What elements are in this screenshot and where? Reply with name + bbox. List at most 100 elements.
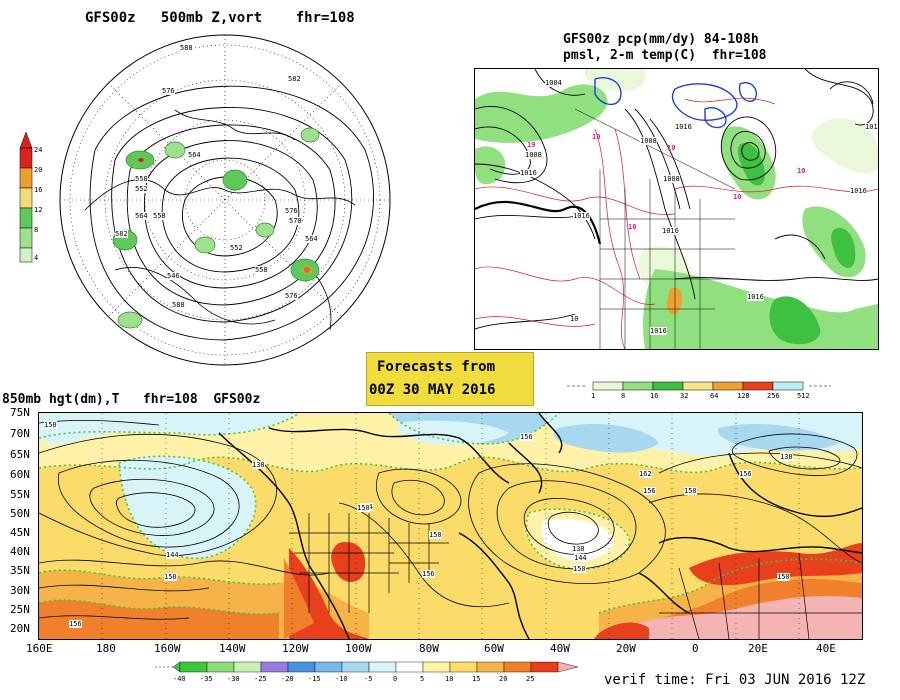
hgt-contour-label: 156 bbox=[739, 470, 752, 478]
precip-cb-label: 8 bbox=[621, 392, 626, 400]
lon-label: 160W bbox=[154, 642, 181, 655]
forecast-info-box: Forecasts from 00Z 30 MAY 2016 bbox=[366, 352, 534, 406]
hgt-contour-label: 150 bbox=[777, 573, 790, 581]
temp-cb-label: -5 bbox=[364, 675, 373, 683]
hgt-contour-label: 156 bbox=[69, 620, 82, 628]
temp-cb-label: -10 bbox=[335, 675, 348, 683]
verif-time: verif time: Fri 03 JUN 2016 12Z bbox=[604, 672, 866, 688]
precip-title-line2: pmsl, 2-m temp(C) fhr=108 bbox=[563, 48, 767, 63]
hgt850-map-graphic bbox=[39, 413, 862, 639]
precip-isobar-label: 1016 bbox=[675, 123, 692, 131]
lon-label: 160E bbox=[26, 642, 53, 655]
precip-colorbar: 1 8 16 32 64 128 256 512 bbox=[565, 380, 835, 402]
hgt-contour-label: 138 bbox=[572, 545, 585, 553]
temp-cb-label: -40 bbox=[173, 675, 186, 683]
hgt-contour-label: 156 bbox=[643, 487, 656, 495]
precip-temp-label: 10 bbox=[733, 193, 742, 201]
polar-cb-label-12: 12 bbox=[34, 206, 43, 214]
precip-isobar-label: 1016 bbox=[865, 123, 878, 131]
temp-cb-label: 5 bbox=[420, 675, 425, 683]
precip-temp-label: 10 bbox=[592, 133, 601, 141]
lon-label: 140W bbox=[219, 642, 246, 655]
precip-temp-label: 10 bbox=[797, 167, 806, 175]
forecast-box-line2: 00Z 30 MAY 2016 bbox=[369, 382, 496, 398]
lon-label: 20W bbox=[616, 642, 636, 655]
lat-label: 55N bbox=[10, 488, 30, 501]
hgt-contour-label: 156 bbox=[422, 570, 435, 578]
precip-isobar-label: 1008 bbox=[640, 137, 657, 145]
hgt-contour-label: 150 bbox=[573, 565, 586, 573]
precip-cb-label: 64 bbox=[710, 392, 719, 400]
temp-cb-label: -15 bbox=[308, 675, 321, 683]
temp-cb-label: 0 bbox=[393, 675, 398, 683]
polar-contour-label: 564 bbox=[305, 235, 318, 243]
polar-contour-label: 576 bbox=[162, 87, 175, 95]
precip-cb-label: 128 bbox=[737, 392, 750, 400]
lat-label: 40N bbox=[10, 545, 30, 558]
temp-cb-label: 15 bbox=[472, 675, 481, 683]
lon-label: 20E bbox=[748, 642, 768, 655]
polar-contour-label: 570 bbox=[289, 217, 302, 225]
precip-map: 1004 1016 1008 1016 1008 1016 1008 1016 … bbox=[474, 68, 879, 350]
precip-temp-label: 19 bbox=[527, 141, 536, 149]
hgt-contour-label: 150 bbox=[357, 504, 370, 512]
lat-label: 65N bbox=[10, 448, 30, 461]
temp-cb-label: 10 bbox=[445, 675, 454, 683]
hgt-contour-label: 150 bbox=[429, 531, 442, 539]
lon-label: 100W bbox=[345, 642, 372, 655]
temp-cb-label: -20 bbox=[281, 675, 294, 683]
polar-cb-label-16: 16 bbox=[34, 186, 43, 194]
precip-colorbar-graphic bbox=[567, 381, 831, 391]
lat-label: 45N bbox=[10, 526, 30, 539]
precip-isobar-label: 1008 bbox=[525, 151, 542, 159]
hgt850-map: 150 138 144 150 156 144 150 156 162 156 … bbox=[38, 412, 863, 640]
lon-label: 0 bbox=[692, 642, 699, 655]
polar-map-graphic bbox=[59, 34, 391, 366]
precip-temp-label: 10 bbox=[570, 315, 579, 323]
polar-contour-label: 564 bbox=[188, 151, 201, 159]
temp-colorbar-graphic bbox=[155, 661, 579, 673]
lon-label: 40W bbox=[550, 642, 570, 655]
polar-contour-label: 558 bbox=[153, 212, 166, 220]
polar-contour-label: 552 bbox=[135, 185, 148, 193]
precip-isobar-label: 1016 bbox=[850, 187, 867, 195]
forecast-box-line1: Forecasts from bbox=[377, 359, 496, 375]
temp-cb-label: -30 bbox=[227, 675, 240, 683]
hgt-contour-label: 156 bbox=[520, 433, 533, 441]
polar-contour-label: 582 bbox=[288, 75, 301, 83]
polar-cb-label-24: 24 bbox=[34, 146, 43, 154]
hgt-contour-label: 162 bbox=[639, 470, 652, 478]
lon-label: 180 bbox=[96, 642, 116, 655]
polar-panel-title: GFS00z 500mb Z,vort fhr=108 bbox=[85, 10, 355, 26]
precip-isobar-label: 1016 bbox=[520, 169, 537, 177]
polar-contour-label: 552 bbox=[230, 244, 243, 252]
temp-cb-label: -35 bbox=[200, 675, 213, 683]
polar-cb-label-8: 8 bbox=[34, 226, 39, 234]
lat-label: 60N bbox=[10, 468, 30, 481]
polar-cb-label-20: 20 bbox=[34, 166, 43, 174]
lon-label: 80W bbox=[419, 642, 439, 655]
polar-contour-label: 588 bbox=[172, 301, 185, 309]
precip-isobar-label: 1016 bbox=[573, 212, 590, 220]
temp-cb-label: -25 bbox=[254, 675, 267, 683]
lon-label: 40E bbox=[816, 642, 836, 655]
polar-colorbar-graphic bbox=[19, 131, 33, 263]
lat-label: 75N bbox=[10, 406, 30, 419]
precip-cb-label: 1 bbox=[591, 392, 596, 400]
precip-isobar-label: 1004 bbox=[545, 79, 562, 87]
precip-cb-label: 16 bbox=[650, 392, 659, 400]
temp-cb-label: 25 bbox=[526, 675, 535, 683]
hgt850-panel-title: 850mb hgt(dm),T fhr=108 GFS00z bbox=[2, 392, 261, 407]
lat-label: 25N bbox=[10, 603, 30, 616]
precip-temp-label: 10 bbox=[628, 223, 637, 231]
polar-contour-label: 582 bbox=[115, 230, 128, 238]
lon-label: 60W bbox=[484, 642, 504, 655]
polar-contour-label: 558 bbox=[255, 266, 268, 274]
hgt-contour-label: 150 bbox=[164, 573, 177, 581]
hgt-contour-label: 138 bbox=[780, 453, 793, 461]
polar-contour-label: 564 bbox=[135, 212, 148, 220]
temp-colorbar: -40 -35 -30 -25 -20 -15 -10 -5 0 5 10 15… bbox=[155, 660, 580, 690]
polar-colorbar: 24 20 16 12 8 4 bbox=[18, 130, 46, 270]
lon-label: 120W bbox=[282, 642, 309, 655]
temp-cb-label: 20 bbox=[499, 675, 508, 683]
